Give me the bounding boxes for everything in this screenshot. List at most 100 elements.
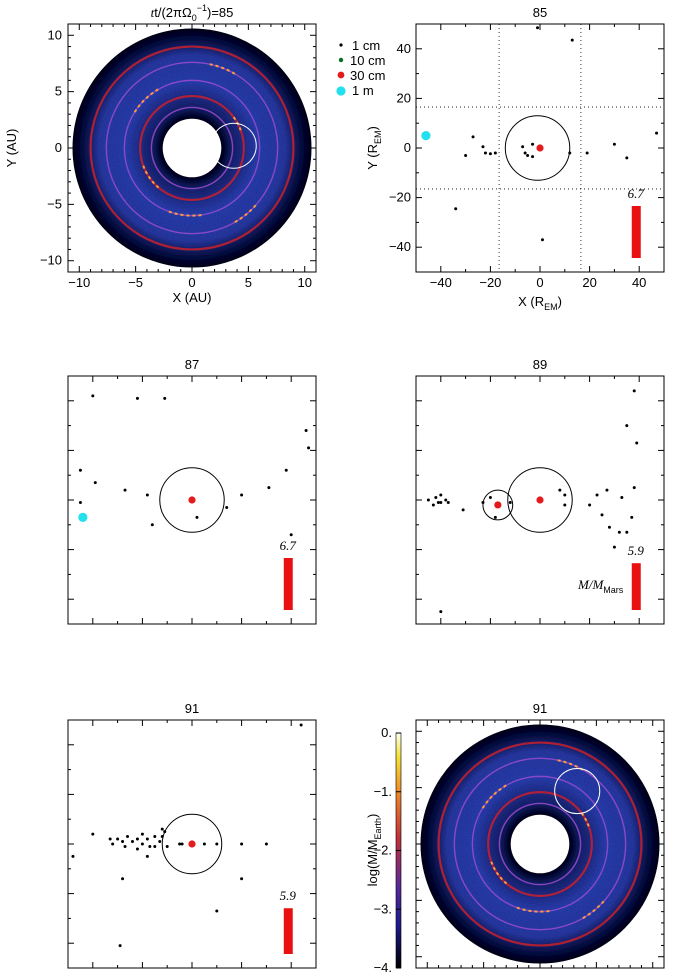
disk-clump (142, 165, 160, 189)
highlight-circle (210, 122, 257, 169)
particle-1cm (264, 842, 268, 846)
y-tick-label: 20 (397, 90, 411, 105)
x-tick-label: 5 (245, 275, 252, 290)
disk-clump (554, 758, 584, 771)
particle-1cm (126, 835, 130, 839)
particle-1cm (240, 493, 244, 497)
zoom-87-title: 87 (185, 357, 199, 372)
particle-1cm (121, 877, 125, 881)
zoom-89-plot: 5.9 (415, 375, 665, 625)
colorbar-tick-label: −4. (374, 960, 392, 974)
disk-image (420, 724, 660, 964)
particle-1cm (165, 844, 169, 848)
mass-bar (631, 563, 641, 610)
y-tick-label: −40 (389, 239, 411, 254)
particle-1cm (630, 515, 634, 519)
particle-1cm (307, 446, 311, 450)
particle-1cm (655, 131, 659, 135)
disk-top-xlabel: X (AU) (173, 290, 212, 305)
highlight-circle (554, 767, 601, 815)
particle-1cm (267, 486, 271, 490)
particle-1cm (620, 496, 624, 500)
particle-1cm (158, 840, 162, 844)
particle-1cm (215, 842, 219, 846)
particle-1cm (153, 835, 157, 839)
zoom-87-plot: 6.7 (67, 375, 317, 625)
x-tick-label: −40 (430, 275, 452, 290)
particle-1cm (493, 515, 497, 519)
disk-clump (578, 810, 590, 827)
particle-1cm (439, 500, 443, 504)
particle-1cm (431, 503, 435, 507)
particle-1cm (483, 151, 487, 155)
zoom-85-title: 85 (533, 5, 547, 20)
particle-1cm (135, 396, 139, 400)
particle-1cm (130, 840, 134, 844)
hill-sphere-circle (482, 489, 514, 521)
zoom-85-ylabel: Y (REM) (365, 126, 383, 170)
particle-1cm (240, 877, 244, 881)
particle-1cm (635, 441, 639, 445)
disk-bottom-axes (416, 720, 664, 968)
particle-1cm (118, 944, 122, 948)
particle-1cm (531, 155, 535, 159)
legend-label-10cm: 10 cm (350, 53, 385, 68)
particle-1cm (439, 610, 443, 614)
disk-top-axes: −10 −10 −5 −5 0 0 5 5 10 10 (40, 24, 316, 290)
particle-1cm (71, 854, 75, 858)
particle-1cm (180, 842, 184, 846)
particle-1cm (612, 545, 616, 549)
particle-1cm (284, 468, 288, 472)
colorbar-tick-label: −2. (374, 843, 392, 858)
particle-1cm (461, 508, 465, 512)
particle-1cm (607, 525, 611, 529)
disk-ring (471, 775, 609, 913)
colorbar-tick-label: −3. (374, 901, 392, 916)
legend: 1 cm 10 cm 30 cm 1 m (336, 38, 385, 98)
x-tick-label: −20 (479, 275, 501, 290)
particle-1cm (558, 488, 562, 492)
x-tick-label: 0 (536, 275, 543, 290)
particle-30cm (536, 144, 544, 152)
particle-1cm (108, 837, 112, 841)
zoom-panel-89: 89 5.9 M/MMars (415, 357, 665, 625)
hill-sphere-circle (504, 115, 571, 181)
particle-1cm (145, 493, 149, 497)
zoom-panel-91: 91 5.9 (67, 701, 317, 969)
particle-1cm (225, 505, 229, 509)
zoom-89-title: 89 (533, 357, 547, 372)
particle-1cm (625, 156, 629, 160)
particle-1cm (595, 493, 599, 497)
y-tick-label: 10 (48, 27, 62, 42)
particle-1cm (563, 493, 567, 497)
disk-ring (487, 791, 593, 897)
zoom-85-plot: −40 −40 −20 −20 0 0 20 20 40 40 6.7 (389, 23, 665, 290)
particle-1cm (493, 151, 497, 155)
particle-1cm (78, 500, 82, 504)
particle-1cm (508, 500, 512, 504)
mass-bar-label: 6.7 (628, 186, 645, 201)
particle-1cm (488, 152, 492, 156)
particle-1cm (454, 207, 458, 211)
particle-1cm (625, 530, 629, 534)
particle-1cm (568, 151, 572, 155)
particle-1cm (605, 488, 609, 492)
disk-inner-hole (162, 118, 222, 178)
particle-1cm (163, 396, 167, 400)
y-tick-label: 40 (397, 41, 411, 56)
hill-sphere-circle (507, 467, 573, 533)
particle-1cm (140, 832, 144, 836)
disk-ring (453, 757, 627, 931)
disk-top-ylabel: Y (AU) (4, 129, 19, 168)
particle-1cm (148, 844, 152, 848)
disk-clump (206, 62, 236, 75)
mass-units-label: M/MMars (577, 577, 624, 595)
particle-30cm (188, 496, 196, 504)
particle-1cm (526, 153, 530, 157)
zoom-panel-85: 85 −40 −40 −20 −20 0 0 20 20 40 40 6.7 X (REM) Y (… (365, 5, 665, 312)
x-tick-label: −10 (68, 275, 90, 290)
particle-30cm (188, 840, 196, 848)
disk-clump (480, 784, 507, 811)
legend-label-1m: 1 m (352, 83, 374, 98)
zoom-91-title: 91 (185, 701, 199, 716)
